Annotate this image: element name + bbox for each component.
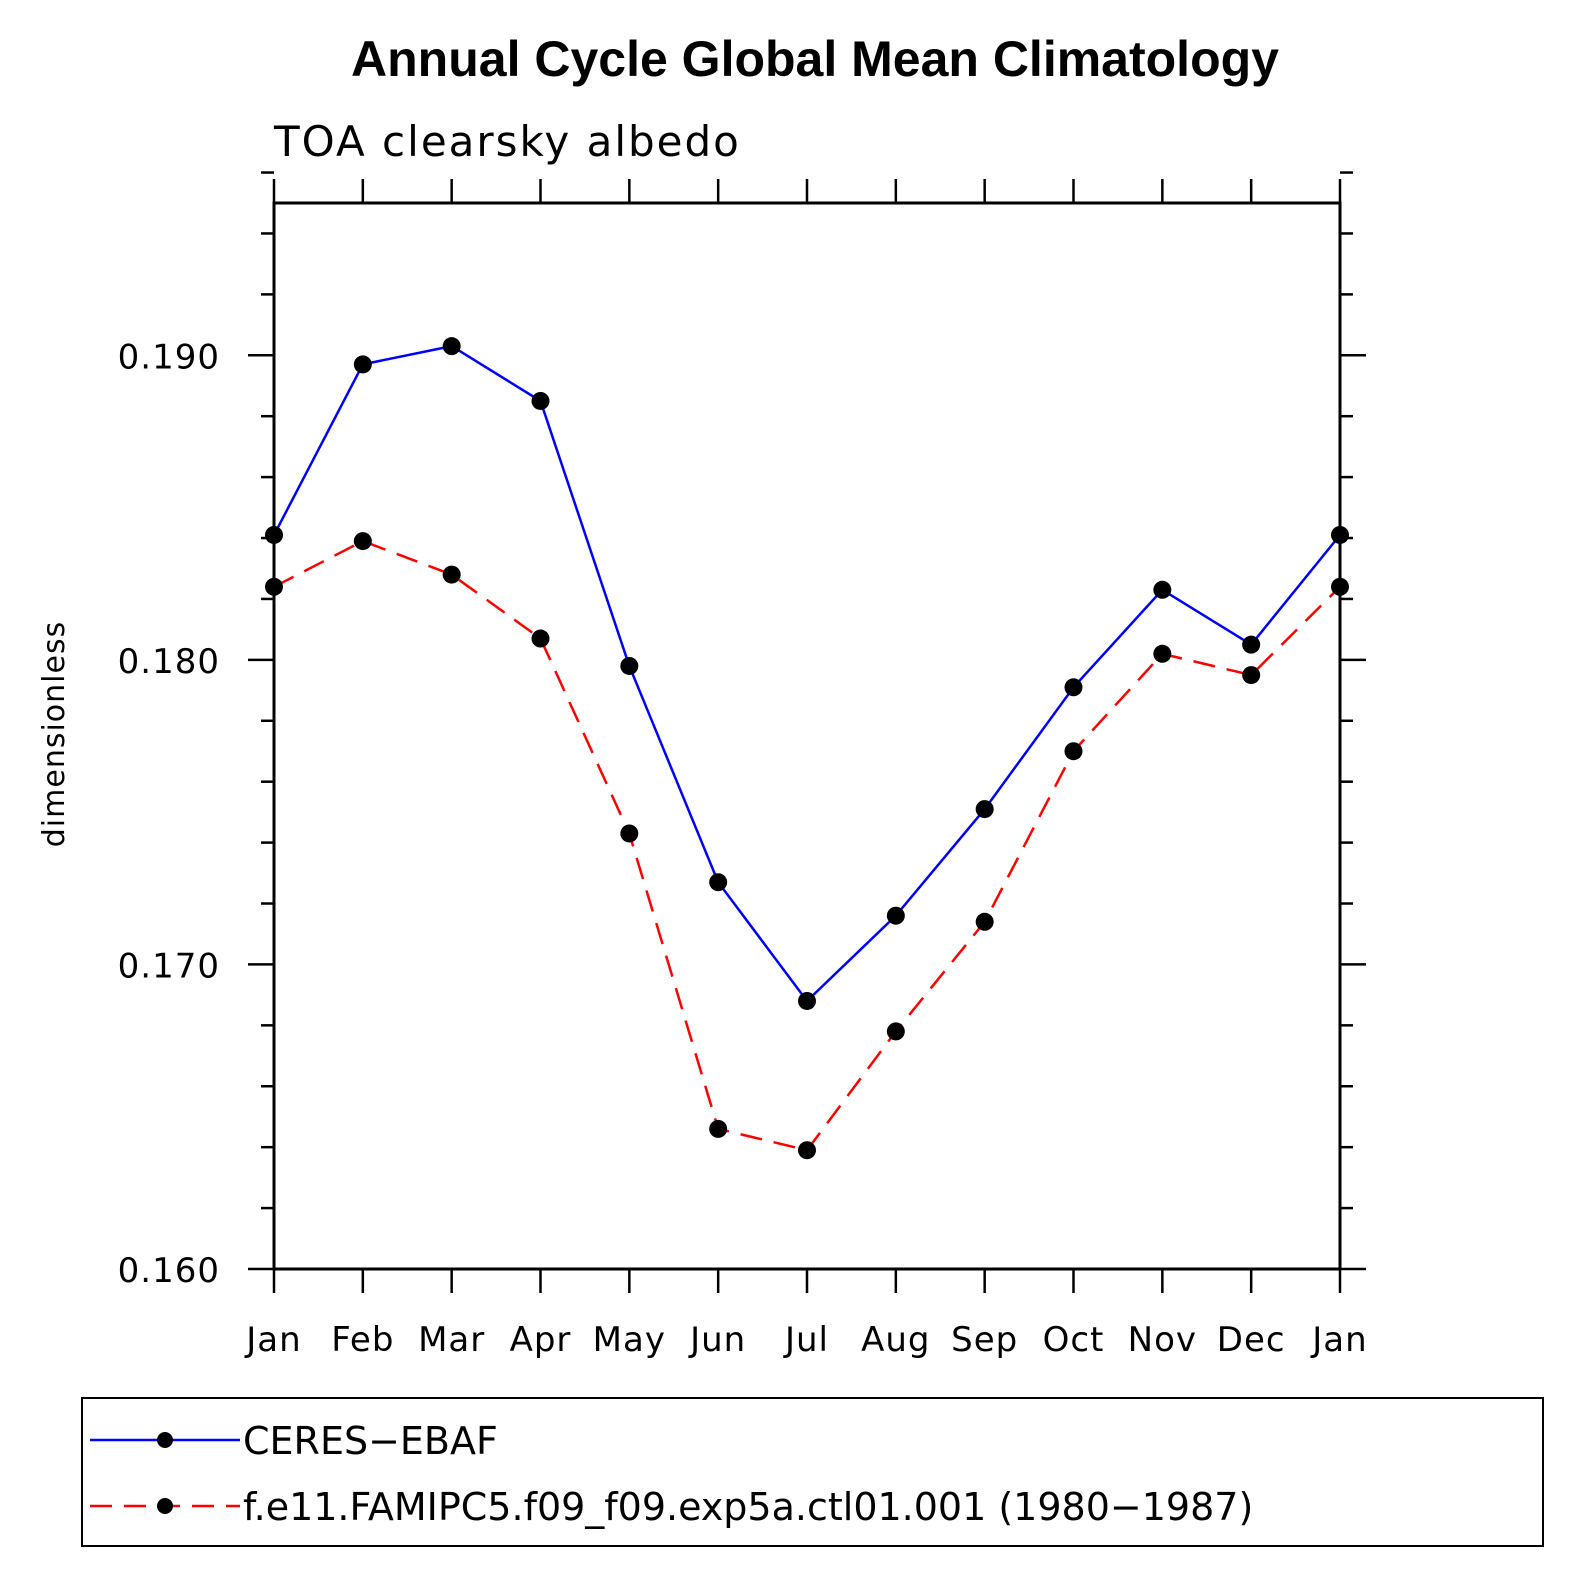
y-tick-label: 0.170: [118, 946, 220, 986]
legend-entry-series-1: CERES−EBAF: [90, 1419, 498, 1463]
x-tick-label: Nov: [1128, 1320, 1197, 1360]
legend-marker-series-1: [157, 1432, 173, 1448]
data-point-series-2: [1242, 666, 1261, 685]
y-tick-label: 0.190: [118, 337, 220, 377]
data-point-series-1: [265, 525, 283, 544]
data-point-series-1: [353, 355, 372, 374]
legend-label-series-2: f.e11.FAMIPC5.f09_f09.exp5a.ctl01.001 (1…: [243, 1485, 1253, 1529]
axis-ticks: [248, 171, 1366, 1293]
data-point-series-2: [1064, 742, 1083, 761]
data-point-series-2: [1331, 577, 1349, 596]
data-point-series-1: [1331, 525, 1349, 544]
y-tick-label: 0.160: [118, 1251, 220, 1291]
legend-box: [81, 1397, 1544, 1547]
x-tick-label: Aug: [861, 1320, 930, 1360]
data-point-series-1: [798, 991, 816, 1010]
data-point-series-1: [975, 800, 994, 819]
legend-entry-series-2: f.e11.FAMIPC5.f09_f09.exp5a.ctl01.001 (1…: [90, 1485, 1253, 1529]
data-point-series-1: [620, 656, 639, 675]
y-tick-label: 0.180: [118, 642, 220, 682]
x-tick-label: Jul: [783, 1320, 829, 1360]
data-point-series-2: [531, 629, 550, 648]
x-tick-label: Mar: [418, 1320, 485, 1360]
data-point-series-1: [709, 873, 728, 892]
data-point-series-2: [353, 532, 372, 551]
data-point-series-2: [886, 1022, 905, 1041]
x-tick-label: Oct: [1043, 1320, 1105, 1360]
x-tick-label: Apr: [510, 1320, 572, 1360]
chart-subtitle: TOA clearsky albedo: [273, 117, 741, 166]
chart-title: Annual Cycle Global Mean Climatology: [351, 31, 1279, 87]
data-point-series-2: [1153, 644, 1172, 663]
data-point-series-2: [620, 824, 639, 843]
y-axis-label: dimensionless: [37, 621, 72, 847]
data-point-series-2: [798, 1141, 816, 1160]
data-point-series-1: [1064, 678, 1083, 697]
data-point-series-1: [1242, 635, 1261, 654]
series-layer: [265, 337, 1349, 1160]
legend-label-series-1: CERES−EBAF: [243, 1419, 498, 1463]
plot-frame: [272, 201, 1342, 1271]
legend-marker-series-2: [157, 1498, 173, 1514]
x-tick-label: Jan: [1310, 1320, 1367, 1360]
x-tick-label: Feb: [331, 1320, 394, 1360]
data-point-series-1: [1153, 580, 1172, 599]
data-point-series-1: [886, 906, 905, 925]
data-point-series-1: [531, 391, 550, 410]
x-tick-label: Jan: [244, 1320, 301, 1360]
data-point-series-2: [442, 565, 461, 584]
x-tick-label: May: [593, 1320, 666, 1360]
axis-tick-labels: Jan Feb Mar Apr May Jun Jul Aug Sep Oct Nov Dec Jan 0…: [118, 337, 1367, 1360]
legend: CERES−EBAF f.e11.FAMIPC5.f09_f09.exp5a.c…: [81, 1397, 1544, 1547]
x-tick-label: Jun: [688, 1320, 746, 1360]
series-line-2: [273, 539, 1341, 1152]
series-line-1: [272, 344, 1341, 1003]
data-point-series-2: [709, 1119, 728, 1138]
x-tick-label: Sep: [951, 1320, 1018, 1360]
data-point-series-1: [442, 337, 461, 356]
x-tick-label: Dec: [1217, 1320, 1286, 1360]
data-point-series-2: [265, 577, 283, 596]
data-point-series-2: [975, 912, 994, 931]
